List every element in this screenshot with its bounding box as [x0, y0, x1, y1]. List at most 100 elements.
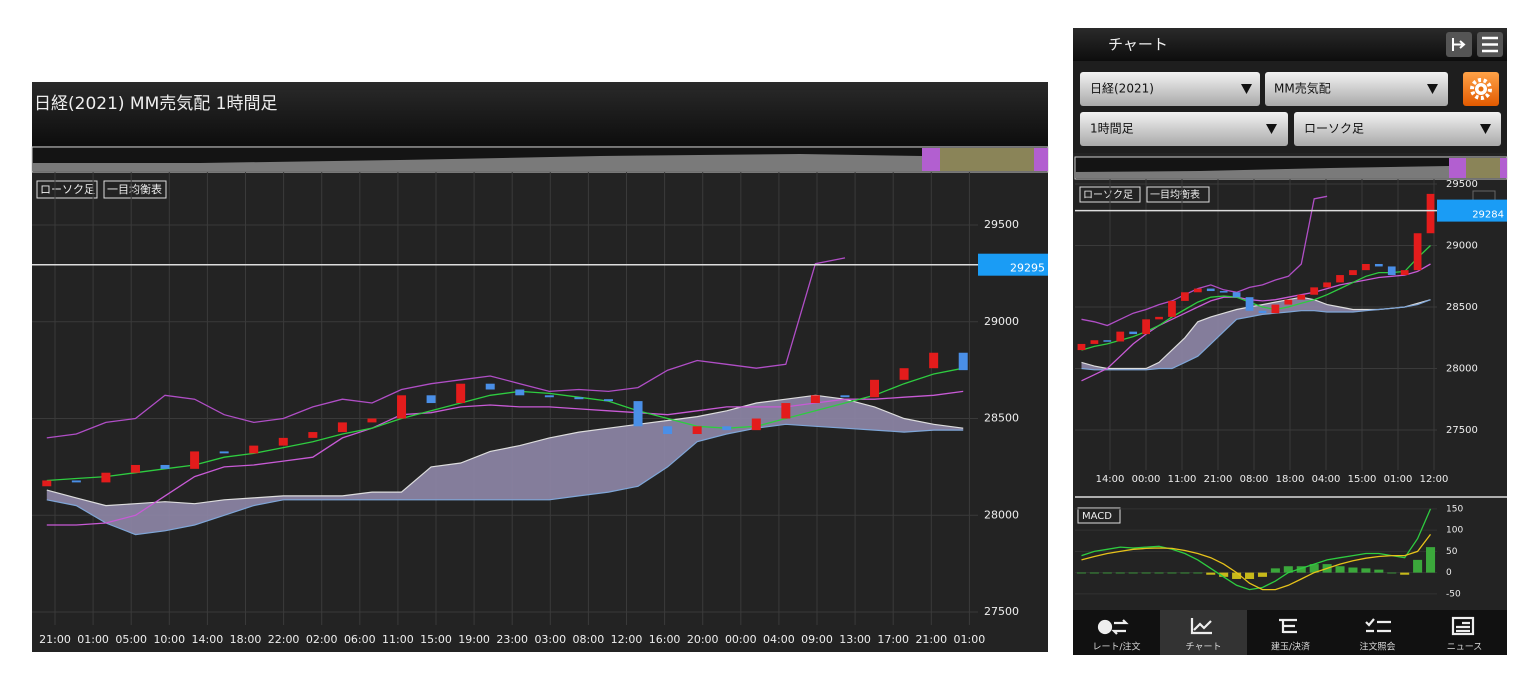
candle: [1284, 299, 1293, 305]
x-tick-label: 01:00: [77, 633, 109, 646]
candle: [899, 368, 909, 380]
candle: [574, 397, 584, 400]
tab-icon: [1451, 616, 1475, 636]
histogram-bar: [1154, 572, 1164, 574]
histogram-bar: [1309, 564, 1319, 573]
candle: [1155, 316, 1163, 320]
x-tick-label: 20:00: [687, 633, 719, 646]
candle: [929, 352, 939, 369]
candle: [1271, 304, 1280, 314]
tab-label[interactable]: レート/注文: [1092, 641, 1140, 653]
legend-box: [1146, 186, 1210, 203]
candle: [1206, 288, 1215, 292]
candle: [515, 389, 525, 396]
legend-item: 一目均衡表: [107, 182, 162, 196]
y-tick-label: 100: [1446, 526, 1463, 536]
gear-hole: [1478, 86, 1484, 92]
kumo-cloud: [46, 395, 964, 535]
lagging-line: [1081, 195, 1328, 327]
legend: ローソク足 一目均衡表: [36, 180, 167, 199]
histogram-bar: [1335, 566, 1345, 573]
candle: [603, 399, 613, 402]
x-tick-label: 01:00: [954, 633, 986, 646]
legend: ローソク足 一目均衡表: [1079, 186, 1210, 203]
navigator-window: [940, 148, 1034, 171]
dropdown-arrow: [1266, 124, 1277, 134]
span-a-line: [46, 394, 964, 507]
candle: [810, 395, 820, 404]
tab-icon: [1190, 618, 1212, 635]
x-tick-label: 21:00: [1204, 474, 1233, 485]
legend-box: [103, 180, 167, 199]
x-tick-label: 06:00: [344, 633, 376, 646]
x-tick-label: 10:00: [153, 633, 185, 646]
selector-box[interactable]: [1080, 72, 1260, 106]
tab-label[interactable]: 建玉/決済: [1271, 641, 1310, 653]
span-b-line: [1081, 299, 1431, 371]
x-tick-label: 14:00: [1096, 474, 1125, 485]
x-tick-label: 17:00: [877, 633, 909, 646]
selector[interactable]: MM売気配: [1265, 72, 1448, 106]
candle: [1297, 294, 1306, 300]
legend-item: 一目均衡表: [1150, 188, 1200, 201]
tab-label[interactable]: 注文照会: [1359, 641, 1395, 653]
x-tick-label: 11:00: [1168, 474, 1197, 485]
histogram-bar: [1206, 572, 1216, 575]
selector-box[interactable]: [1294, 112, 1501, 146]
candle: [337, 422, 347, 433]
tab-label[interactable]: ニュース: [1447, 643, 1483, 653]
histogram-bar: [1296, 566, 1306, 573]
candle: [692, 426, 702, 435]
x-tick-label: 09:00: [801, 633, 833, 646]
navigator-area: [32, 154, 922, 171]
candle: [1426, 193, 1435, 234]
x-tick-label: 08:00: [1240, 474, 1269, 485]
y-tick-label: 29000: [984, 315, 1019, 328]
x-tick-label: 21:00: [39, 633, 71, 646]
candle: [1387, 266, 1396, 276]
candle: [1142, 319, 1150, 335]
histogram-bar: [1374, 569, 1384, 573]
span-b-line: [46, 423, 964, 536]
selector[interactable]: 1時間足: [1080, 112, 1288, 146]
x-tick-label: 00:00: [725, 633, 757, 646]
selector-box[interactable]: [1265, 72, 1448, 106]
macd-line: [1081, 508, 1432, 591]
tab-icons: [1097, 616, 1475, 636]
price-label: 29284: [1472, 210, 1504, 221]
histogram-bar: [1115, 572, 1125, 574]
candle: [1349, 270, 1357, 276]
selector[interactable]: 日経(2021): [1080, 72, 1260, 106]
base-line: [1081, 263, 1431, 382]
candle: [308, 432, 318, 438]
y-tick-label: 29500: [984, 218, 1019, 231]
navigator-handle: [922, 148, 940, 171]
y-tick-label: 27500: [1446, 425, 1478, 436]
selector-text: 日経(2021): [1090, 82, 1154, 96]
chart-title: 日経(2021) MM売気配 1時間足: [34, 94, 278, 114]
x-tick-label: 19:00: [458, 633, 490, 646]
histogram-bar: [1283, 566, 1293, 573]
title-bar: [32, 82, 1048, 146]
legend-box: [36, 180, 98, 199]
candle: [1336, 275, 1344, 283]
x-tick-label: 21:00: [915, 633, 947, 646]
candle: [397, 395, 407, 419]
conversion-line: [46, 367, 964, 482]
tab-label[interactable]: チャート: [1186, 642, 1222, 653]
price-label: 29295: [1010, 262, 1045, 275]
histogram-bar: [1413, 559, 1423, 573]
tab-icon: [1097, 619, 1113, 635]
left-panel: [32, 82, 1048, 652]
navigator-handle: [1034, 148, 1048, 171]
histogram-bar: [1387, 572, 1397, 574]
histogram-bar: [1193, 572, 1203, 574]
selector[interactable]: ローソク足: [1294, 112, 1501, 146]
x-tick-label: 18:00: [1276, 474, 1305, 485]
candle: [1193, 288, 1202, 293]
y-tick-label: 29000: [1446, 241, 1478, 252]
x-tick-label: 03:00: [534, 633, 566, 646]
histogram-bar: [1128, 572, 1138, 574]
selector-box[interactable]: [1080, 112, 1288, 146]
